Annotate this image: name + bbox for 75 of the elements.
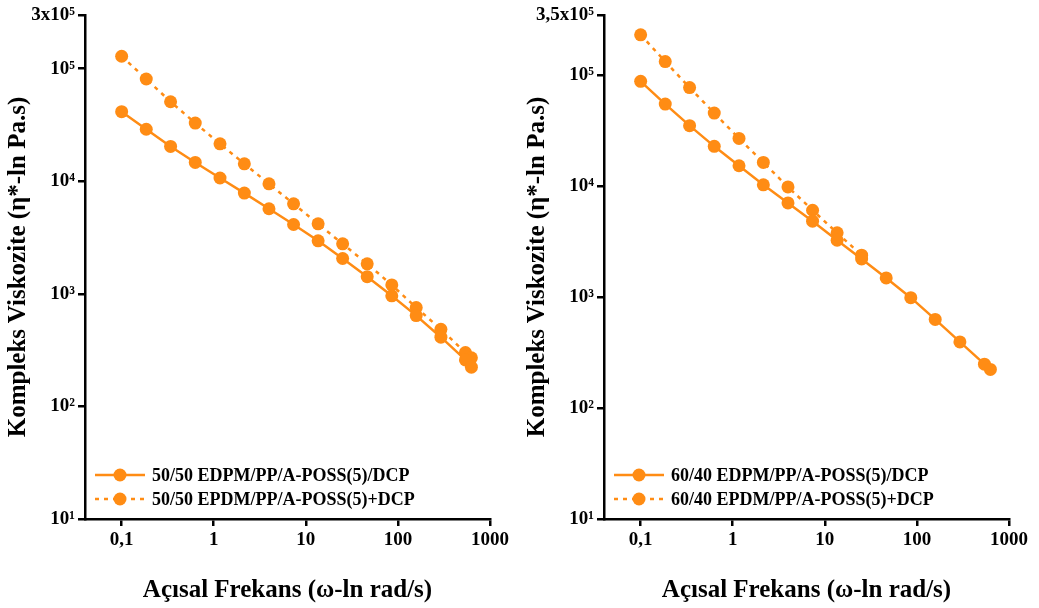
point xyxy=(385,278,399,292)
x-tick-label: 0,1 xyxy=(109,528,134,550)
point xyxy=(213,137,227,151)
x-tick-label: 10 xyxy=(296,528,316,550)
point xyxy=(683,119,697,133)
point xyxy=(658,97,672,111)
point xyxy=(879,271,893,285)
x-axis-title: Açısal Frekans (ω-ln rad/s) xyxy=(142,575,433,604)
point xyxy=(115,105,129,119)
point xyxy=(188,155,202,169)
point xyxy=(139,122,153,136)
legend-label: 60/40 EDPM/PP/A-POSS(5)/DCP xyxy=(671,464,929,486)
y-tick-label: 3,5x10⁵ xyxy=(536,2,595,24)
point xyxy=(683,81,697,95)
point xyxy=(928,312,942,326)
y-tick-label: 10⁵ xyxy=(50,56,76,78)
y-axis-title: Kompleks Viskozite (η*-ln Pa.s) xyxy=(522,96,551,438)
point xyxy=(311,217,325,231)
y-tick-label: 10² xyxy=(50,394,76,416)
point xyxy=(806,214,820,228)
y-tick-label: 10² xyxy=(569,395,595,417)
legend-label: 60/40 EPDM/PP/A-POSS(5)+DCP xyxy=(671,488,934,510)
point xyxy=(311,234,325,248)
point xyxy=(658,55,672,69)
x-tick-label: 1 xyxy=(727,528,738,550)
point xyxy=(336,237,350,251)
y-tick-label: 10⁴ xyxy=(50,169,76,191)
point xyxy=(953,335,967,349)
y-tick-label: 10⁵ xyxy=(569,63,595,85)
y-axis-title: Kompleks Viskozite (η*-ln Pa.s) xyxy=(3,96,32,438)
point xyxy=(409,309,423,323)
point xyxy=(781,196,795,210)
point xyxy=(634,28,648,42)
point xyxy=(164,139,178,153)
point xyxy=(385,289,399,303)
point xyxy=(732,159,746,173)
point xyxy=(164,95,178,109)
x-tick-label: 0,1 xyxy=(628,528,653,550)
x-tick-label: 100 xyxy=(383,528,413,550)
point xyxy=(237,186,251,200)
point xyxy=(634,74,648,88)
x-tick-label: 1 xyxy=(208,528,219,550)
point xyxy=(262,177,276,191)
y-tick-label: 10¹ xyxy=(569,506,594,528)
point xyxy=(756,178,770,192)
point xyxy=(732,131,746,145)
legend-label: 50/50 EPDM/PP/A-POSS(5)+DCP xyxy=(152,488,415,510)
y-tick-label: 10³ xyxy=(569,285,595,307)
point xyxy=(287,218,301,232)
x-tick-label: 1000 xyxy=(471,528,509,550)
legend-label: 50/50 EDPM/PP/A-POSS(5)/DCP xyxy=(152,464,410,486)
x-tick-label: 10 xyxy=(815,528,835,550)
point xyxy=(707,106,721,120)
point xyxy=(360,257,374,271)
y-tick-label: 3x10⁵ xyxy=(31,2,76,24)
point xyxy=(115,49,129,63)
y-tick-label: 10¹ xyxy=(50,506,75,528)
point xyxy=(707,139,721,153)
x-tick-label: 1000 xyxy=(990,528,1028,550)
point xyxy=(139,72,153,86)
point xyxy=(756,155,770,169)
point xyxy=(806,203,820,217)
x-axis-title: Açısal Frekans (ω-ln rad/s) xyxy=(661,575,952,604)
point xyxy=(336,252,350,266)
y-tick-label: 10⁴ xyxy=(569,174,595,196)
point xyxy=(287,197,301,211)
point xyxy=(188,116,202,130)
point xyxy=(360,270,374,284)
x-tick-label: 100 xyxy=(902,528,932,550)
point xyxy=(213,171,227,185)
y-tick-label: 10³ xyxy=(50,281,76,303)
point xyxy=(237,157,251,171)
point xyxy=(904,291,918,305)
point xyxy=(781,180,795,194)
point xyxy=(262,202,276,216)
